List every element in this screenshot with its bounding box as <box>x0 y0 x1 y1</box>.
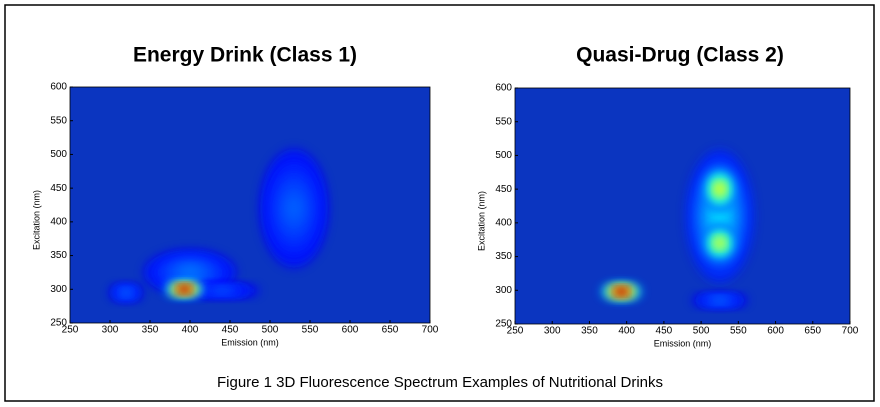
x-tick-label: 250 <box>62 325 79 336</box>
y-tick-label: 550 <box>495 116 512 127</box>
x-tick-label: 550 <box>730 326 747 337</box>
peak <box>144 250 236 295</box>
x-tick-label: 700 <box>422 325 439 336</box>
x-axis-label: Emission (nm) <box>654 338 712 348</box>
x-tick-label: 300 <box>544 326 561 337</box>
y-tick-label: 400 <box>495 217 512 228</box>
y-tick-label: 500 <box>495 150 512 161</box>
x-tick-label: 550 <box>302 325 319 336</box>
x-tick-label: 400 <box>618 326 635 337</box>
x-tick-label: 300 <box>102 325 119 336</box>
x-tick-label: 700 <box>842 326 859 337</box>
y-tick-label: 350 <box>495 251 512 262</box>
x-tick-label: 650 <box>804 326 821 337</box>
y-tick-label: 350 <box>50 250 67 261</box>
y-axis-label: Excitation (nm) <box>31 190 41 250</box>
x-tick-label: 500 <box>262 325 279 336</box>
peak-level <box>286 196 302 220</box>
x-tick-label: 250 <box>507 326 524 337</box>
peak-level <box>179 286 190 293</box>
y-tick-label: 250 <box>495 319 512 330</box>
x-tick-label: 350 <box>142 325 159 336</box>
y-tick-label: 400 <box>50 216 67 227</box>
peak-level <box>616 288 627 295</box>
plot-border <box>514 87 851 325</box>
peak-level <box>214 287 230 294</box>
y-tick-label: 300 <box>495 285 512 296</box>
peak <box>600 282 643 301</box>
x-tick-label: 600 <box>342 325 359 336</box>
y-tick-label: 550 <box>50 115 67 126</box>
x-tick-label: 400 <box>182 325 199 336</box>
plot-background <box>70 87 430 323</box>
chart-title: Energy Drink (Class 1) <box>133 44 357 67</box>
y-axis-label: Excitation (nm) <box>476 191 486 251</box>
caption: Figure 1 3D Fluorescence Spectrum Exampl… <box>217 374 663 391</box>
peak-level <box>715 183 725 195</box>
chart-title: Quasi-Drug (Class 2) <box>576 44 784 67</box>
peak-level <box>180 267 200 278</box>
x-tick-label: 650 <box>382 325 399 336</box>
y-tick-label: 250 <box>50 318 67 329</box>
x-tick-label: 500 <box>693 326 710 337</box>
peak <box>164 281 205 298</box>
x-tick-label: 450 <box>656 326 673 337</box>
x-tick-label: 600 <box>767 326 784 337</box>
plot-background <box>515 88 850 324</box>
peak-level <box>713 297 727 304</box>
y-tick-label: 450 <box>50 183 67 194</box>
heatmap-layer <box>600 150 754 308</box>
y-tick-label: 600 <box>50 82 67 93</box>
peak <box>702 224 737 262</box>
peak-level <box>121 289 131 296</box>
peak <box>110 284 142 301</box>
peak <box>702 166 737 212</box>
x-tick-label: 450 <box>222 325 239 336</box>
x-axis-label: Emission (nm) <box>221 337 279 347</box>
y-tick-label: 450 <box>495 184 512 195</box>
plot-border <box>69 86 431 324</box>
x-tick-label: 350 <box>581 326 598 337</box>
peak <box>260 149 328 268</box>
y-tick-label: 300 <box>50 284 67 295</box>
peak-level <box>715 238 725 248</box>
y-tick-label: 600 <box>495 83 512 94</box>
heatmap-layer <box>110 149 328 301</box>
y-tick-label: 500 <box>50 149 67 160</box>
peak <box>691 293 748 308</box>
